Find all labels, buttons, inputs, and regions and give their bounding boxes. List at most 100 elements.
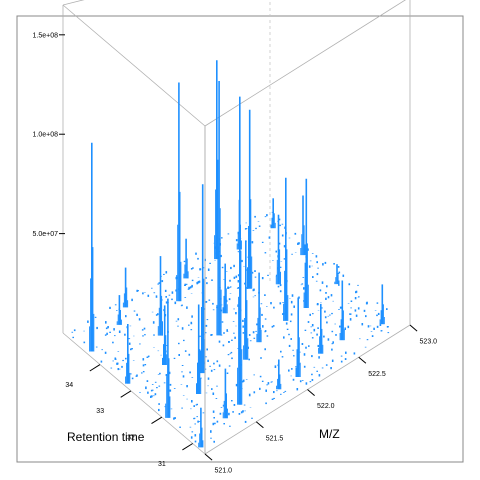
noise-point xyxy=(350,307,352,309)
noise-point xyxy=(222,404,225,407)
plot-frame xyxy=(16,15,464,463)
x-tick-label: 521.5 xyxy=(266,435,284,442)
noise-point xyxy=(178,342,180,345)
noise-point xyxy=(114,357,117,360)
noise-point xyxy=(87,320,89,323)
noise-point xyxy=(207,268,210,271)
noise-point xyxy=(189,286,192,289)
noise-point xyxy=(253,337,256,339)
x-tick-label: 523.0 xyxy=(420,339,438,346)
noise-point xyxy=(150,389,153,392)
noise-point xyxy=(191,377,194,378)
noise-point xyxy=(72,336,74,339)
noise-point xyxy=(248,334,251,336)
noise-point xyxy=(122,359,124,362)
noise-point xyxy=(293,305,295,308)
noise-point xyxy=(197,420,199,423)
noise-point xyxy=(339,325,341,328)
noise-point xyxy=(339,306,342,309)
noise-point xyxy=(337,272,340,274)
noise-point xyxy=(186,398,188,400)
noise-point xyxy=(288,369,290,372)
noise-point xyxy=(279,302,282,305)
noise-point xyxy=(318,356,320,359)
noise-point xyxy=(254,295,256,297)
x-tick xyxy=(358,356,367,364)
noise-point xyxy=(212,392,215,395)
noise-point xyxy=(330,294,333,297)
noise-point xyxy=(229,279,231,282)
noise-point xyxy=(317,267,319,269)
noise-point xyxy=(230,266,232,270)
noise-point xyxy=(242,379,245,382)
noise-point xyxy=(331,312,333,315)
noise-point xyxy=(310,326,312,328)
y-tick-label: 33 xyxy=(96,408,104,415)
noise-point xyxy=(338,284,340,286)
noise-point xyxy=(327,338,330,341)
noise-point xyxy=(186,306,188,309)
noise-point xyxy=(290,375,292,377)
y-tick-label: 34 xyxy=(65,382,73,389)
noise-point xyxy=(317,327,319,329)
noise-point xyxy=(132,360,135,361)
noise-point xyxy=(229,287,231,288)
x-tick-label: 522.5 xyxy=(368,371,386,378)
noise-point xyxy=(94,316,97,318)
noise-point xyxy=(173,357,176,359)
noise-point xyxy=(253,288,255,291)
box-front-edges xyxy=(62,126,411,455)
noise-point xyxy=(209,262,211,264)
noise-point xyxy=(317,304,319,306)
noise-point xyxy=(156,387,158,389)
noise-point xyxy=(252,331,255,334)
x-tick xyxy=(409,324,418,332)
noise-point xyxy=(157,374,160,375)
noise-point xyxy=(233,276,236,279)
noise-point xyxy=(376,325,379,328)
noise-point xyxy=(272,325,275,327)
noise-point xyxy=(259,387,261,390)
noise-point xyxy=(357,284,359,286)
noise-point xyxy=(220,254,222,258)
noise-point xyxy=(175,320,178,322)
noise-point xyxy=(273,397,275,399)
noise-point xyxy=(153,292,156,294)
z-tick-label: 1.0e+08 xyxy=(33,132,59,139)
noise-point xyxy=(365,302,368,305)
noise-point xyxy=(340,355,343,357)
noise-point xyxy=(331,359,334,362)
noise-point xyxy=(233,332,235,334)
noise-point xyxy=(207,377,210,380)
noise-point xyxy=(290,313,293,316)
noise-point xyxy=(231,400,233,402)
noise-point xyxy=(238,413,241,415)
noise-point xyxy=(311,324,314,327)
noise-point xyxy=(170,408,173,410)
noise-point xyxy=(213,417,215,419)
noise-point xyxy=(286,328,289,330)
noise-point xyxy=(307,248,309,251)
noise-point xyxy=(317,344,320,347)
noise-point xyxy=(226,329,228,332)
noise-point xyxy=(197,257,199,260)
noise-point xyxy=(252,296,255,298)
noise-point xyxy=(229,293,232,294)
noise-point xyxy=(260,357,262,359)
noise-point xyxy=(229,353,232,355)
noise-point xyxy=(222,344,225,347)
noise-point xyxy=(151,389,154,391)
noise-point xyxy=(272,260,274,261)
noise-point xyxy=(139,392,141,393)
noise-point xyxy=(165,271,168,274)
noise-point xyxy=(371,335,374,337)
noise-point xyxy=(244,282,246,285)
x-tick xyxy=(307,389,315,396)
noise-point xyxy=(205,324,208,327)
noise-point xyxy=(181,304,183,306)
noise-point xyxy=(279,224,281,227)
noise-point xyxy=(151,311,154,313)
noise-point xyxy=(311,379,314,381)
noise-point xyxy=(109,306,111,309)
noise-point xyxy=(186,385,188,388)
